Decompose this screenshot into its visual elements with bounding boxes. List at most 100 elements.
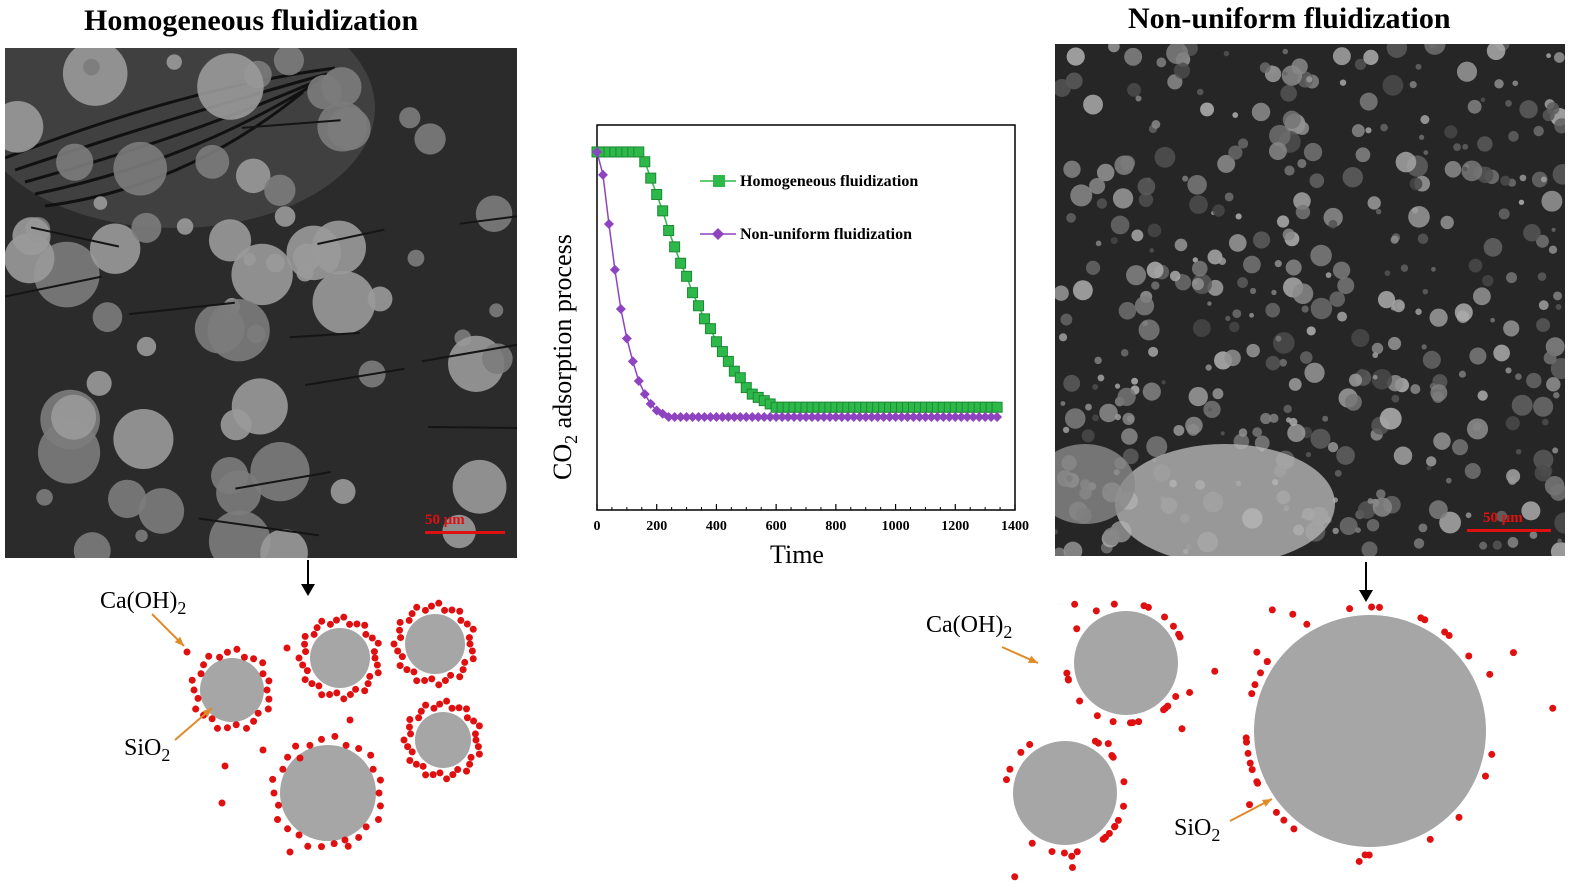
nonuniform-data-point	[675, 412, 686, 423]
agglomerate-texture	[1523, 223, 1541, 242]
agglomerate-texture	[1332, 527, 1339, 535]
agglomerate-texture	[1409, 81, 1417, 89]
caoh2-dot	[355, 833, 363, 841]
agglomerate-texture	[1519, 100, 1538, 119]
caoh2-dot	[1060, 849, 1068, 857]
nonuniform-data-point	[717, 412, 728, 423]
agglomerate-texture	[1146, 261, 1164, 279]
agglomerate-texture	[1505, 100, 1512, 107]
caoh2-dot	[1481, 772, 1489, 780]
caoh2-dot	[1549, 704, 1557, 712]
caoh2-dot	[1375, 603, 1383, 611]
particle-texture	[231, 243, 293, 306]
caoh2-dot	[292, 742, 300, 750]
caoh2-dot	[1120, 802, 1128, 810]
agglomerate-texture	[1334, 469, 1342, 477]
caoh2-dot	[1140, 602, 1148, 610]
agglomerate-texture	[1279, 358, 1288, 367]
right-caoh2-label: Ca(OH)2	[926, 612, 1013, 642]
nonuniform-data-point	[615, 304, 626, 315]
caoh2-dot	[1290, 825, 1298, 833]
agglomerate-texture	[1099, 403, 1118, 423]
caoh2-dot	[1169, 622, 1177, 630]
caoh2-dot	[250, 655, 258, 663]
caoh2-dot	[1073, 625, 1081, 633]
agglomerate-texture	[1371, 342, 1384, 355]
agglomerate-texture	[1282, 48, 1289, 55]
caoh2-dot	[404, 743, 412, 751]
caoh2-dot	[308, 680, 316, 688]
agglomerate-texture	[1469, 347, 1487, 365]
agglomerate-texture	[1081, 429, 1095, 443]
caoh2-dot	[1368, 603, 1376, 611]
caoh2-dot	[396, 626, 404, 634]
caoh2-dot	[240, 653, 248, 661]
caoh2-dot	[405, 723, 413, 731]
particle-texture	[89, 223, 141, 274]
caoh2-dot	[200, 661, 208, 669]
agglomerate-texture	[1246, 343, 1260, 358]
agglomerate-texture	[1249, 312, 1255, 318]
agglomerate-texture	[1288, 378, 1302, 391]
caoh2-dot	[469, 655, 477, 663]
caoh2-dot	[259, 746, 267, 754]
particle-texture	[56, 143, 94, 181]
agglomerate-texture	[1492, 540, 1502, 550]
agglomerate-texture	[1417, 233, 1429, 245]
agglomerate-texture	[1541, 190, 1563, 212]
agglomerate-texture	[1291, 58, 1308, 75]
agglomerate-texture	[1276, 215, 1290, 228]
homogeneous-data-point	[657, 205, 669, 217]
agglomerate-texture	[1237, 277, 1248, 288]
caoh2-dot	[284, 825, 292, 833]
nonuniform-data-point	[711, 412, 722, 423]
agglomerate-texture	[1108, 44, 1120, 53]
agglomerate-texture	[1415, 63, 1422, 70]
agglomerate-texture	[1526, 372, 1542, 389]
caoh2-dot	[216, 653, 224, 661]
caoh2-dot	[274, 801, 282, 809]
agglomerate-texture	[1235, 213, 1242, 220]
caoh2-dot	[394, 647, 402, 655]
x-tick-label: 200	[646, 519, 667, 534]
left-scale-bar: 50 μm	[425, 512, 505, 534]
caoh2-dot	[371, 654, 379, 662]
agglomerate-texture	[1299, 351, 1313, 364]
agglomerate-texture	[1382, 74, 1404, 96]
agglomerate-texture	[1384, 270, 1391, 276]
agglomerate-texture	[1207, 301, 1212, 306]
caoh2-dot	[190, 686, 198, 694]
agglomerate-texture	[1304, 362, 1325, 383]
nonuniform-data-point	[765, 412, 776, 423]
caoh2-dot	[376, 776, 384, 784]
caoh2-dot	[269, 775, 277, 783]
nonuniform-data-point	[795, 412, 806, 423]
caoh2-dot	[366, 672, 374, 680]
caoh2-dot	[421, 677, 429, 685]
chart-x-axis-label: Time	[770, 540, 824, 569]
caoh2-dot	[370, 648, 378, 656]
agglomerate-texture	[1387, 336, 1402, 351]
agglomerate-texture	[1217, 154, 1236, 173]
caoh2-dot	[355, 745, 363, 753]
agglomerate-texture	[1372, 374, 1378, 380]
agglomerate-texture	[1137, 177, 1156, 196]
nonuniform-data-point	[723, 412, 734, 423]
caoh2-dot	[422, 771, 430, 779]
agglomerate-texture	[1431, 266, 1436, 272]
agglomerate-texture	[1458, 370, 1466, 378]
nonuniform-data-point	[908, 412, 919, 423]
agglomerate-texture	[1192, 319, 1211, 338]
particle-texture	[197, 53, 264, 120]
particle-texture	[407, 249, 425, 267]
caoh2-dot	[412, 760, 420, 768]
agglomerate-texture	[1354, 58, 1367, 71]
agglomerate-texture	[1391, 394, 1400, 403]
agglomerate-texture	[1386, 44, 1408, 58]
caoh2-dot	[397, 634, 405, 642]
agglomerate-texture	[1423, 150, 1429, 156]
agglomerate-texture	[1366, 518, 1380, 532]
agglomerate-texture	[1336, 446, 1355, 465]
agglomerate-texture	[1269, 124, 1291, 147]
agglomerate-texture	[1546, 53, 1551, 59]
